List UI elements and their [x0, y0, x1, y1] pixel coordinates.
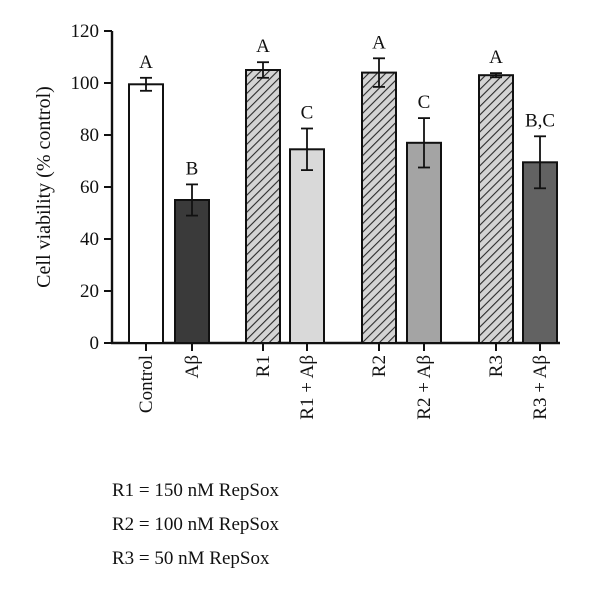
bar-6 [478, 74, 514, 344]
x-tick-label-2: R1 [253, 355, 274, 377]
y-axis-label: Cell viability (% control) [33, 86, 55, 288]
bar-3 [289, 148, 325, 344]
bar-5 [406, 141, 442, 344]
significance-label-3: C [301, 103, 314, 124]
legend-item-r2: R2 = 100 nM RepSox [112, 514, 279, 535]
significance-label-7: B,C [525, 110, 555, 131]
y-tick-label-5: 100 [71, 73, 100, 94]
y-tick-label-6: 120 [71, 21, 100, 42]
significance-label-4: A [372, 32, 386, 53]
significance-label-1: B [186, 158, 199, 179]
x-tick-label-4: R2 [369, 355, 390, 377]
y-tick-label-2: 40 [80, 229, 99, 250]
significance-label-6: A [489, 47, 503, 68]
legend-item-r1: R1 = 150 nM RepSox [112, 480, 279, 501]
significance-label-0: A [139, 52, 153, 73]
x-tick-label-6: R3 [486, 355, 507, 377]
x-tick-label-7: R3 + Aβ [530, 355, 551, 420]
x-tick-label-3: R1 + Aβ [297, 355, 318, 420]
y-tick-label-4: 80 [80, 125, 99, 146]
bar-0 [128, 83, 164, 345]
legend-item-r3: R3 = 50 nM RepSox [112, 548, 270, 569]
bar-chart: 0 20 40 60 80 100 120 A Control B Aβ A R1 C R1 + Aβ A R… [33, 21, 560, 420]
x-tick-label-0: Control [136, 355, 157, 413]
legend: R1 = 150 nM RepSox R2 = 100 nM RepSox R3… [112, 474, 279, 576]
y-tick-label-1: 20 [80, 281, 99, 302]
significance-label-5: C [418, 92, 431, 113]
x-tick-label-1: Aβ [182, 355, 203, 378]
bar-7 [522, 161, 558, 344]
y-tick-label-0: 0 [90, 333, 100, 354]
significance-label-2: A [256, 36, 270, 57]
bar-1 [174, 199, 210, 344]
bar-2 [245, 69, 281, 344]
y-tick-label-3: 60 [80, 177, 99, 198]
bar-4 [361, 71, 397, 344]
x-tick-label-5: R2 + Aβ [414, 355, 435, 420]
